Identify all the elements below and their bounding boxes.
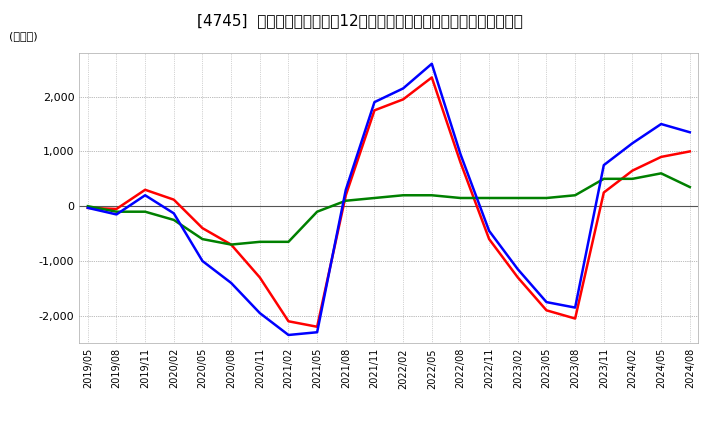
フリーCF <box>84 205 92 210</box>
投資CF <box>141 209 150 214</box>
Line: 投資CF: 投資CF <box>88 173 690 245</box>
営業CF <box>284 319 293 324</box>
フリーCF <box>284 332 293 337</box>
営業CF <box>256 275 264 280</box>
営業CF <box>169 197 178 202</box>
営業CF <box>685 149 694 154</box>
営業CF <box>370 108 379 113</box>
投資CF <box>571 193 580 198</box>
営業CF <box>198 225 207 231</box>
投資CF <box>84 204 92 209</box>
投資CF <box>456 195 465 201</box>
投資CF <box>513 195 522 201</box>
投資CF <box>312 209 321 214</box>
投資CF <box>399 193 408 198</box>
投資CF <box>485 195 493 201</box>
営業CF <box>657 154 665 160</box>
営業CF <box>628 168 636 173</box>
フリーCF <box>628 140 636 146</box>
営業CF <box>485 236 493 242</box>
投資CF <box>685 184 694 190</box>
営業CF <box>341 193 350 198</box>
投資CF <box>542 195 551 201</box>
フリーCF <box>198 258 207 264</box>
Line: フリーCF: フリーCF <box>88 64 690 335</box>
フリーCF <box>600 162 608 168</box>
営業CF <box>227 242 235 247</box>
フリーCF <box>485 228 493 234</box>
フリーCF <box>685 130 694 135</box>
投資CF <box>370 195 379 201</box>
営業CF <box>84 205 92 210</box>
営業CF <box>513 275 522 280</box>
フリーCF <box>370 99 379 105</box>
投資CF <box>256 239 264 245</box>
フリーCF <box>256 311 264 316</box>
フリーCF <box>227 280 235 286</box>
フリーCF <box>657 121 665 127</box>
投資CF <box>284 239 293 245</box>
Y-axis label: (百万円): (百万円) <box>9 31 37 41</box>
投資CF <box>628 176 636 181</box>
Line: 営業CF: 営業CF <box>88 77 690 327</box>
フリーCF <box>312 330 321 335</box>
営業CF <box>428 75 436 80</box>
営業CF <box>600 190 608 195</box>
フリーCF <box>141 193 150 198</box>
営業CF <box>571 316 580 321</box>
投資CF <box>112 209 121 214</box>
投資CF <box>600 176 608 181</box>
営業CF <box>542 308 551 313</box>
投資CF <box>657 171 665 176</box>
営業CF <box>456 160 465 165</box>
投資CF <box>428 193 436 198</box>
営業CF <box>399 97 408 102</box>
フリーCF <box>112 212 121 217</box>
営業CF <box>141 187 150 192</box>
営業CF <box>112 206 121 212</box>
投資CF <box>341 198 350 203</box>
フリーCF <box>513 267 522 272</box>
フリーCF <box>456 151 465 157</box>
フリーCF <box>428 61 436 66</box>
Legend: 営業CF, 投資CF, フリーCF: 営業CF, 投資CF, フリーCF <box>263 436 515 440</box>
フリーCF <box>542 300 551 305</box>
投資CF <box>227 242 235 247</box>
フリーCF <box>399 86 408 91</box>
営業CF <box>312 324 321 330</box>
投資CF <box>169 217 178 223</box>
Text: [4745]  キャッシュフローの12か月移動合計の対前年同期増減額の推移: [4745] キャッシュフローの12か月移動合計の対前年同期増減額の推移 <box>197 13 523 28</box>
フリーCF <box>169 211 178 216</box>
投資CF <box>198 236 207 242</box>
フリーCF <box>571 305 580 310</box>
フリーCF <box>341 187 350 192</box>
